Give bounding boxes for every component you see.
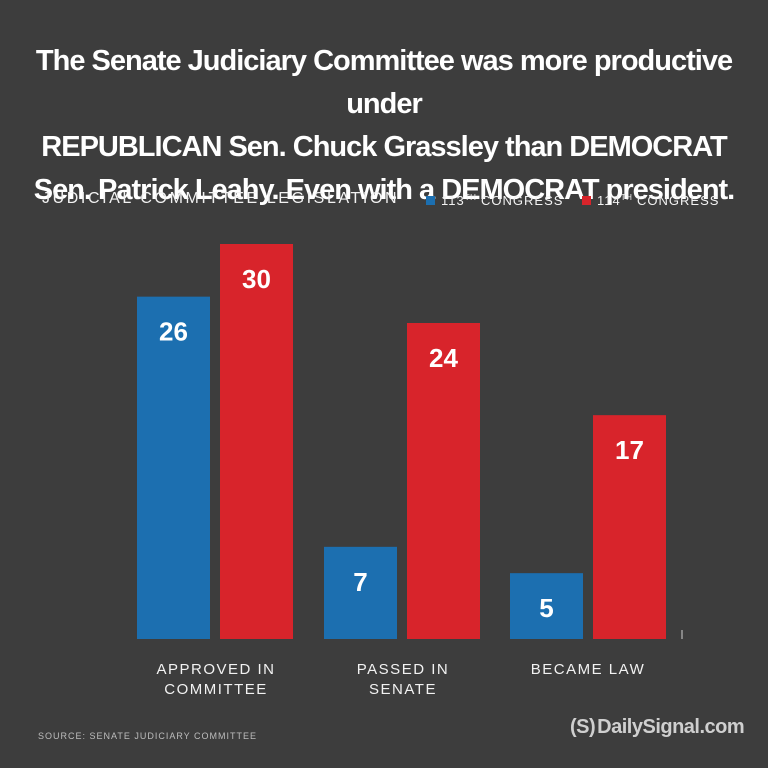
legend-item-113: 113TH CONGRESS [426, 193, 563, 208]
category-label-approved: APPROVED IN COMMITTEE [156, 661, 276, 698]
logo-mark: (S) [570, 716, 596, 738]
title-line-3: Sen. Patrick Leahy. Even with a DEMOCRAT… [33, 174, 736, 206]
data-label-law-113: 5 [539, 593, 553, 623]
bar-approved-113 [137, 296, 210, 639]
daily-signal-logo: (S) DailySignal.com [570, 716, 745, 739]
legend-swatch-113 [426, 196, 435, 205]
bar-approved-114 [220, 244, 293, 639]
data-label-approved-113: 26 [159, 317, 188, 347]
legend-item-114: 114TH CONGRESS [582, 193, 719, 208]
title-line-1: The Senate Judiciary Committee was more … [35, 45, 733, 120]
source-note: SOURCE: SENATE JUDICIARY COMMITTEE [38, 731, 258, 741]
legend-label-114: 114TH CONGRESS [597, 193, 720, 208]
data-label-passed-113: 7 [353, 567, 367, 597]
logo-text: DailySignal.com [597, 716, 745, 738]
data-label-passed-114: 24 [429, 343, 458, 373]
category-label-passed: PASSED IN SENATE [356, 661, 450, 698]
chart-title: The Senate Judiciary Committee was more … [0, 40, 768, 212]
chart-subtitle: JUDICIAL COMMITTEE LEGISLATION [42, 190, 400, 207]
bar-passed-114 [407, 323, 480, 639]
bar-law-113 [510, 573, 583, 639]
bar-law-114 [593, 415, 666, 639]
data-label-approved-114: 30 [242, 264, 271, 294]
category-label-law: BECAME LAW [530, 661, 646, 678]
legend-label-113: 113TH CONGRESS [441, 193, 564, 208]
title-line-2: REPUBLICAN Sen. Chuck Grassley than DEMO… [41, 131, 727, 163]
data-label-law-114: 17 [615, 435, 644, 465]
legend-swatch-114 [582, 196, 591, 205]
bar-passed-113 [324, 546, 397, 639]
